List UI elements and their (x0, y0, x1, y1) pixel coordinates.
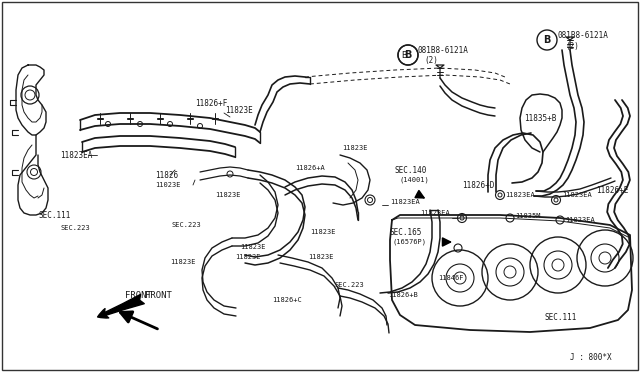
Text: 11826: 11826 (155, 170, 178, 180)
Text: (14001): (14001) (400, 177, 429, 183)
Text: 11823E: 11823E (240, 244, 266, 250)
Text: J : 800*X: J : 800*X (570, 353, 612, 362)
Text: 081B8-6121A: 081B8-6121A (418, 45, 469, 55)
Text: SEC.140: SEC.140 (395, 166, 428, 174)
Text: SEC.223: SEC.223 (172, 222, 202, 228)
Text: 11846F: 11846F (438, 275, 463, 281)
Text: (16576P): (16576P) (393, 239, 427, 245)
Text: FRONT: FRONT (125, 291, 152, 299)
Text: 11826+C: 11826+C (272, 297, 301, 303)
Text: 11823EA: 11823EA (390, 199, 420, 205)
Text: SEC.111: SEC.111 (545, 314, 577, 323)
Text: 11023E: 11023E (155, 182, 180, 188)
Text: 11823E: 11823E (170, 259, 195, 265)
Text: B: B (543, 35, 550, 45)
Text: 11826+A: 11826+A (295, 165, 324, 171)
Text: 11823E: 11823E (235, 254, 260, 260)
Text: 11823EA: 11823EA (505, 192, 535, 198)
Text: 11826+E: 11826+E (596, 186, 628, 195)
Text: B: B (404, 50, 412, 60)
Text: 11823E: 11823E (342, 145, 367, 151)
Text: 11826+F: 11826+F (195, 99, 227, 108)
Text: SEC.223: SEC.223 (335, 282, 365, 288)
Text: SEC.223: SEC.223 (60, 225, 90, 231)
Text: 11823E: 11823E (225, 106, 253, 115)
Text: 11823EA: 11823EA (60, 151, 92, 160)
Text: 11823E: 11823E (308, 254, 333, 260)
Text: 11835M: 11835M (515, 213, 541, 219)
Text: 081B8-6121A: 081B8-6121A (558, 31, 609, 39)
Text: 11823EA: 11823EA (420, 210, 450, 216)
Text: SEC.165: SEC.165 (390, 228, 422, 237)
Text: 11835+B: 11835+B (524, 113, 556, 122)
Text: 11823E: 11823E (310, 229, 335, 235)
Text: (2): (2) (565, 42, 579, 51)
Text: (2): (2) (424, 55, 438, 64)
Text: SEC.111: SEC.111 (38, 211, 70, 219)
Text: 11823E: 11823E (215, 192, 241, 198)
Text: FRONT: FRONT (145, 291, 172, 299)
Text: 11826+D: 11826+D (462, 180, 494, 189)
Text: 11826+B: 11826+B (388, 292, 418, 298)
Text: 11823EA: 11823EA (562, 192, 592, 198)
Text: B: B (401, 51, 406, 60)
Text: 11823EA: 11823EA (565, 217, 595, 223)
